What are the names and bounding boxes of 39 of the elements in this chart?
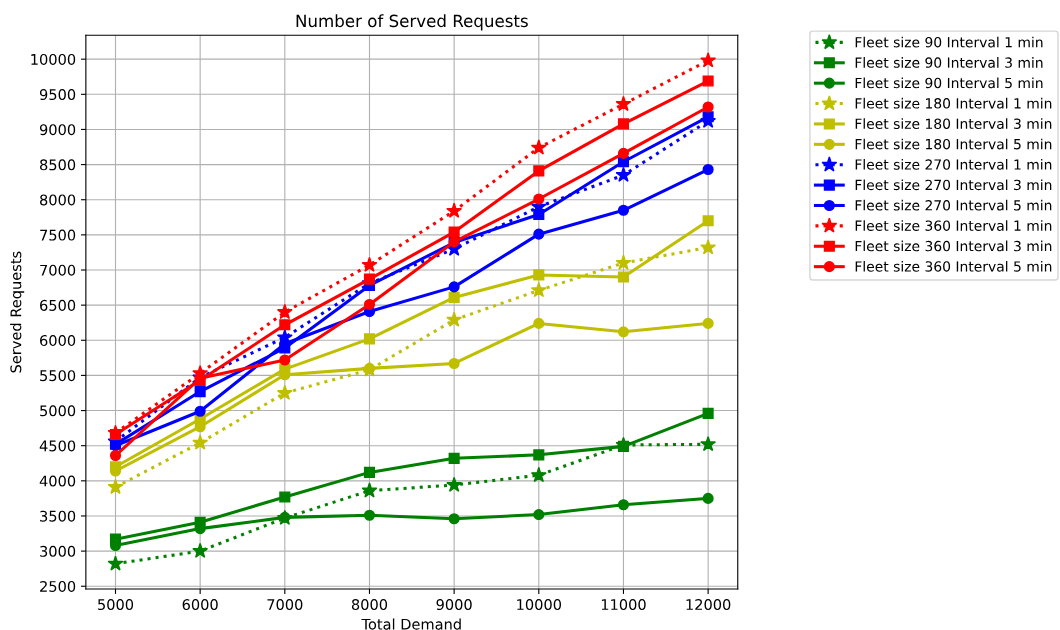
legend-label: Fleet size 360 Interval 5 min xyxy=(855,260,1052,272)
x-tick-label: 6000 xyxy=(182,599,218,611)
y-tick-label: 9500 xyxy=(39,89,76,101)
y-tick-label: 8500 xyxy=(40,159,76,171)
y-tick-label: 2500 xyxy=(40,580,76,592)
y-tick-label: 3000 xyxy=(40,545,76,557)
legend-label: Fleet size 90 Interval 3 min xyxy=(855,57,1043,68)
x-tick-label: 11000 xyxy=(601,599,646,611)
legend-label: Fleet size 360 Interval 1 min xyxy=(855,220,1052,231)
legend-label: Fleet size 360 Interval 3 min xyxy=(855,240,1052,252)
y-axis-title: Served Requests xyxy=(10,251,25,373)
x-tick-label: 7000 xyxy=(267,599,303,611)
legend-label: Fleet size 270 Interval 5 min xyxy=(855,199,1052,211)
legend-label: Fleet size 270 Interval 3 min xyxy=(855,179,1052,191)
y-tick-label: 9000 xyxy=(39,124,76,136)
y-tick-label: 4500 xyxy=(39,440,76,452)
legend-label: Fleet size 270 Interval 1 min xyxy=(855,159,1052,170)
x-tick-label: 12000 xyxy=(686,599,731,611)
x-tick-label: 9000 xyxy=(436,599,472,611)
y-tick-label: 6000 xyxy=(40,334,76,347)
legend-label: Fleet size 180 Interval 5 min xyxy=(855,138,1052,150)
y-tick-label: 4000 xyxy=(39,475,76,487)
y-tick-label: 6500 xyxy=(40,299,76,311)
x-tick-label: 5000 xyxy=(98,599,134,611)
x-tick-label: 8000 xyxy=(351,599,388,611)
x-axis-title: Total Demand xyxy=(361,618,461,630)
legend-label: Fleet size 180 Interval 1 min xyxy=(855,97,1052,109)
legend-label: Fleet size 180 Interval 3 min xyxy=(855,118,1052,129)
y-tick-label: 5500 xyxy=(40,370,76,382)
chart-title: Number of Served Requests xyxy=(296,14,528,31)
legend-label: Fleet size 90 Interval 5 min xyxy=(855,77,1043,89)
y-tick-label: 7000 xyxy=(40,264,76,276)
y-tick-label: 8000 xyxy=(40,194,76,206)
y-tick-label: 7500 xyxy=(40,229,76,241)
x-tick-label: 10000 xyxy=(517,599,562,611)
y-tick-label: 5000 xyxy=(40,405,76,417)
y-tick-label: 10000 xyxy=(31,53,76,65)
y-tick-label: 3500 xyxy=(40,510,76,522)
legend-label: Fleet size 90 Interval 1 min xyxy=(855,36,1043,48)
